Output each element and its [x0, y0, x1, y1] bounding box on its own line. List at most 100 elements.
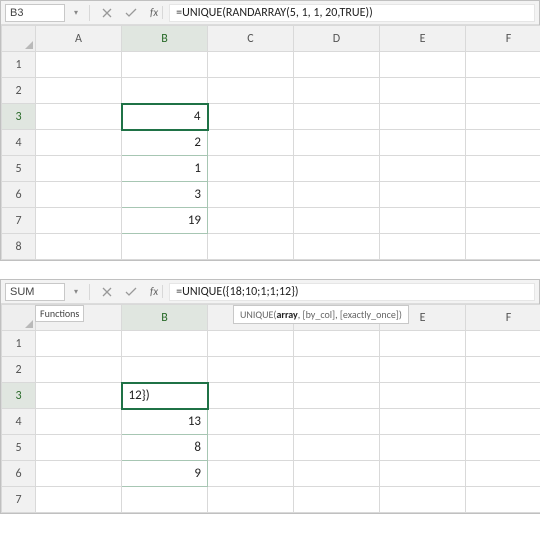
- row-header-1[interactable]: 1: [2, 52, 36, 78]
- cell-C3[interactable]: [208, 383, 294, 409]
- cell-C4[interactable]: [208, 409, 294, 435]
- spreadsheet-grid[interactable]: ABCDEF12344251637198: [1, 25, 540, 260]
- row-header-5[interactable]: 5: [2, 156, 36, 182]
- cell-B2[interactable]: [122, 357, 208, 383]
- cell-D4[interactable]: [294, 130, 380, 156]
- cell-C1[interactable]: [208, 52, 294, 78]
- row-header-5[interactable]: 5: [2, 435, 36, 461]
- cell-D7[interactable]: [294, 487, 380, 513]
- cell-F1[interactable]: [466, 52, 540, 78]
- cell-A8[interactable]: [36, 234, 122, 260]
- cell-E5[interactable]: [380, 435, 466, 461]
- cell-C2[interactable]: [208, 78, 294, 104]
- spreadsheet-grid[interactable]: ABCDEF12312})41358697: [1, 304, 540, 513]
- cell-C4[interactable]: [208, 130, 294, 156]
- name-box-dropdown-icon[interactable]: ▾: [71, 8, 81, 18]
- cell-D6[interactable]: [294, 461, 380, 487]
- cell-A6[interactable]: [36, 182, 122, 208]
- row-header-7[interactable]: 7: [2, 208, 36, 234]
- column-header-E[interactable]: E: [380, 26, 466, 52]
- row-header-3[interactable]: 3: [2, 383, 36, 409]
- cell-F5[interactable]: [466, 156, 540, 182]
- cell-F8[interactable]: [466, 234, 540, 260]
- cell-A4[interactable]: [36, 130, 122, 156]
- cell-F6[interactable]: [466, 182, 540, 208]
- cell-B7[interactable]: [122, 487, 208, 513]
- cell-E4[interactable]: [380, 409, 466, 435]
- fx-icon[interactable]: fx: [146, 285, 163, 298]
- cell-E6[interactable]: [380, 461, 466, 487]
- cell-B3[interactable]: 12}): [122, 383, 208, 409]
- cell-D6[interactable]: [294, 182, 380, 208]
- cell-B1[interactable]: [122, 331, 208, 357]
- cell-E5[interactable]: [380, 156, 466, 182]
- row-header-2[interactable]: 2: [2, 357, 36, 383]
- cell-B6[interactable]: 9: [122, 461, 208, 487]
- cell-D5[interactable]: [294, 156, 380, 182]
- cell-C2[interactable]: [208, 357, 294, 383]
- select-all-corner[interactable]: [2, 305, 36, 331]
- cell-F5[interactable]: [466, 435, 540, 461]
- column-header-C[interactable]: C: [208, 26, 294, 52]
- cell-D3[interactable]: [294, 104, 380, 130]
- cell-D1[interactable]: [294, 331, 380, 357]
- cell-B5[interactable]: 8: [122, 435, 208, 461]
- fx-icon[interactable]: fx: [146, 6, 163, 19]
- cell-F4[interactable]: [466, 409, 540, 435]
- cell-E4[interactable]: [380, 130, 466, 156]
- row-header-4[interactable]: 4: [2, 409, 36, 435]
- cell-A2[interactable]: [36, 357, 122, 383]
- column-header-A[interactable]: A: [36, 26, 122, 52]
- row-header-4[interactable]: 4: [2, 130, 36, 156]
- cancel-icon[interactable]: [98, 287, 116, 297]
- formula-input[interactable]: =UNIQUE({18;10;1;1;12}): [169, 283, 535, 301]
- cell-D7[interactable]: [294, 208, 380, 234]
- cell-B4[interactable]: 13: [122, 409, 208, 435]
- cell-F3[interactable]: [466, 383, 540, 409]
- cell-A1[interactable]: [36, 331, 122, 357]
- column-header-F[interactable]: F: [466, 305, 540, 331]
- cell-A7[interactable]: [36, 208, 122, 234]
- cell-B4[interactable]: 2: [122, 130, 208, 156]
- row-header-7[interactable]: 7: [2, 487, 36, 513]
- cell-E2[interactable]: [380, 78, 466, 104]
- formula-input[interactable]: =UNIQUE(RANDARRAY(5, 1, 1, 20,TRUE)): [169, 4, 535, 22]
- row-header-6[interactable]: 6: [2, 461, 36, 487]
- cell-F7[interactable]: [466, 487, 540, 513]
- cell-C6[interactable]: [208, 461, 294, 487]
- cell-A5[interactable]: [36, 156, 122, 182]
- select-all-corner[interactable]: [2, 26, 36, 52]
- column-header-D[interactable]: D: [294, 26, 380, 52]
- cell-C5[interactable]: [208, 156, 294, 182]
- cell-E1[interactable]: [380, 52, 466, 78]
- row-header-8[interactable]: 8: [2, 234, 36, 260]
- cell-E7[interactable]: [380, 487, 466, 513]
- column-header-B[interactable]: B: [122, 305, 208, 331]
- cancel-icon[interactable]: [98, 8, 116, 18]
- cell-E8[interactable]: [380, 234, 466, 260]
- cell-E1[interactable]: [380, 331, 466, 357]
- cell-F2[interactable]: [466, 357, 540, 383]
- cell-B3[interactable]: 4: [122, 104, 208, 130]
- cell-D8[interactable]: [294, 234, 380, 260]
- cell-F2[interactable]: [466, 78, 540, 104]
- cell-E7[interactable]: [380, 208, 466, 234]
- cell-A1[interactable]: [36, 52, 122, 78]
- cell-C7[interactable]: [208, 208, 294, 234]
- cell-D5[interactable]: [294, 435, 380, 461]
- cell-A2[interactable]: [36, 78, 122, 104]
- column-header-F[interactable]: F: [466, 26, 540, 52]
- enter-icon[interactable]: [122, 287, 140, 297]
- name-box-dropdown-icon[interactable]: ▾: [71, 287, 81, 297]
- cell-B1[interactable]: [122, 52, 208, 78]
- cell-B8[interactable]: [122, 234, 208, 260]
- cell-E3[interactable]: [380, 383, 466, 409]
- cell-A7[interactable]: [36, 487, 122, 513]
- row-header-3[interactable]: 3: [2, 104, 36, 130]
- cell-F7[interactable]: [466, 208, 540, 234]
- cell-D3[interactable]: [294, 383, 380, 409]
- cell-A3[interactable]: [36, 104, 122, 130]
- row-header-6[interactable]: 6: [2, 182, 36, 208]
- cell-C5[interactable]: [208, 435, 294, 461]
- cell-A6[interactable]: [36, 461, 122, 487]
